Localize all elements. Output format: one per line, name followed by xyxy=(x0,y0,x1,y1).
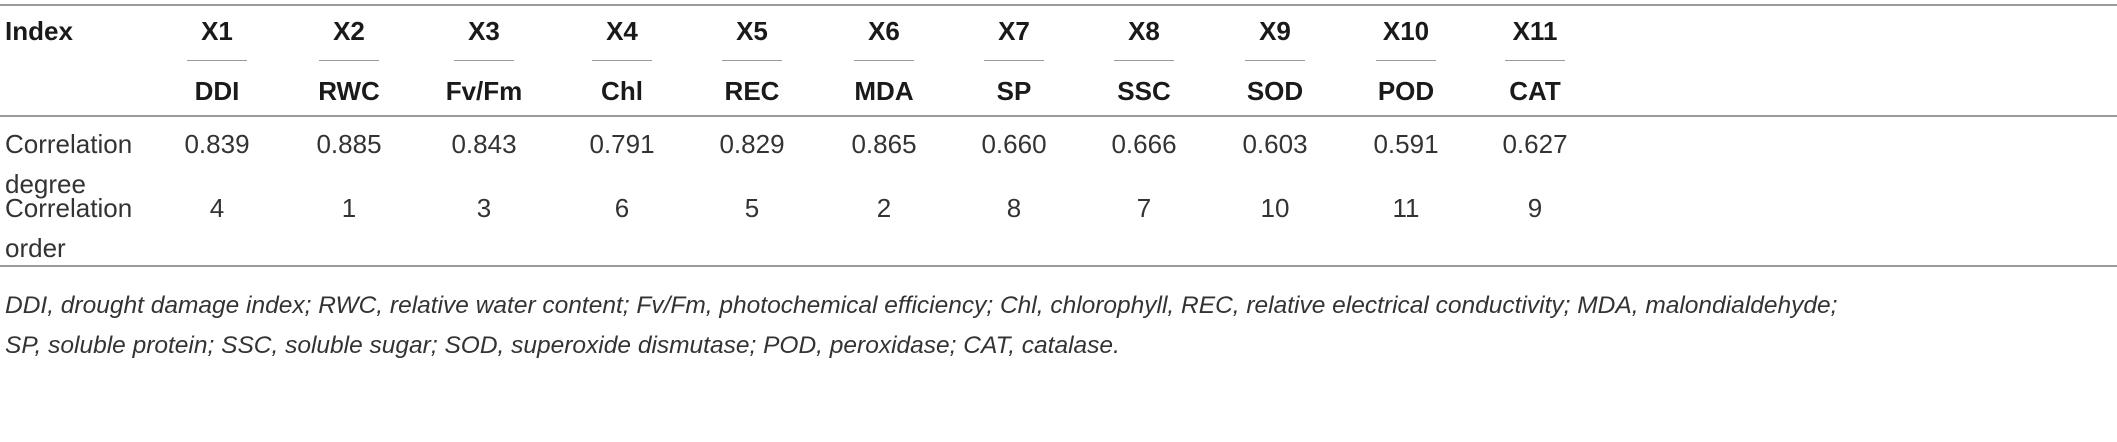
footnote-line: DDI, drought damage index; RWC, relative… xyxy=(5,292,1838,319)
column-abbr: SOD xyxy=(1246,76,1304,106)
column-code: X11 xyxy=(1512,16,1558,46)
row-label-line: Correlation xyxy=(5,129,133,159)
column-abbr: DDI xyxy=(194,76,240,106)
table-cell: 0.839 xyxy=(184,129,250,159)
row-label-line: order xyxy=(5,233,66,263)
column-code: X2 xyxy=(333,16,365,46)
table-cell: 0.791 xyxy=(589,129,655,159)
column-divider xyxy=(319,60,379,61)
row-label-line: degree xyxy=(5,169,86,199)
column-code: X1 xyxy=(201,16,233,46)
table-cell: 8 xyxy=(1006,193,1022,223)
table-cell: 0.627 xyxy=(1502,129,1568,159)
table-cell: 0.829 xyxy=(719,129,785,159)
table-cell: 7 xyxy=(1136,193,1152,223)
column-divider xyxy=(1376,60,1436,61)
table-cell: 1 xyxy=(341,193,357,223)
column-abbr: REC xyxy=(724,76,780,106)
column-abbr: SSC xyxy=(1117,76,1171,106)
column-code: X9 xyxy=(1259,16,1291,46)
column-abbr: MDA xyxy=(854,76,914,106)
row-label-degree: Correlation degree xyxy=(5,124,132,204)
column-divider xyxy=(1114,60,1174,61)
column-divider xyxy=(592,60,652,61)
row-label-line: Correlation xyxy=(5,193,133,223)
table-cell: 5 xyxy=(744,193,760,223)
table-top-rule xyxy=(0,4,2117,6)
table-cell: 6 xyxy=(614,193,630,223)
table-cell: 4 xyxy=(209,193,225,223)
table-cell: 3 xyxy=(476,193,492,223)
column-code: X7 xyxy=(998,16,1030,46)
table-cell: 0.865 xyxy=(851,129,917,159)
column-divider xyxy=(1505,60,1565,61)
column-code: X3 xyxy=(468,16,500,46)
table-cell: 0.603 xyxy=(1242,129,1308,159)
header-bottom-rule xyxy=(0,115,2117,117)
column-abbr: Chl xyxy=(601,76,643,106)
table-footnote: DDI, drought damage index; RWC, relative… xyxy=(5,286,2115,366)
row-label-order: Correlation order xyxy=(5,188,132,268)
column-code: X4 xyxy=(606,16,638,46)
index-header: Index xyxy=(5,16,73,46)
column-code: X10 xyxy=(1382,16,1430,46)
column-abbr: RWC xyxy=(318,76,380,106)
column-divider xyxy=(984,60,1044,61)
column-abbr: CAT xyxy=(1509,76,1561,106)
table-cell: 0.591 xyxy=(1373,129,1439,159)
table-cell: 10 xyxy=(1260,193,1290,223)
column-divider xyxy=(854,60,914,61)
table-cell: 9 xyxy=(1527,193,1543,223)
column-divider xyxy=(187,60,247,61)
table-cell: 0.843 xyxy=(451,129,517,159)
table-cell: 2 xyxy=(876,193,892,223)
column-abbr: SP xyxy=(996,76,1032,106)
column-abbr: POD xyxy=(1377,76,1435,106)
column-divider xyxy=(454,60,514,61)
column-code: X8 xyxy=(1128,16,1160,46)
table-cell: 0.660 xyxy=(981,129,1047,159)
column-code: X5 xyxy=(736,16,768,46)
column-code: X6 xyxy=(868,16,900,46)
table-cell: 0.666 xyxy=(1111,129,1177,159)
table-cell: 0.885 xyxy=(316,129,382,159)
column-abbr: Fv/Fm xyxy=(445,76,523,106)
footnote-line: SP, soluble protein; SSC, soluble sugar;… xyxy=(5,332,1120,359)
table-bottom-rule xyxy=(0,265,2117,267)
column-divider xyxy=(1245,60,1305,61)
column-divider xyxy=(722,60,782,61)
table-cell: 11 xyxy=(1392,193,1420,223)
